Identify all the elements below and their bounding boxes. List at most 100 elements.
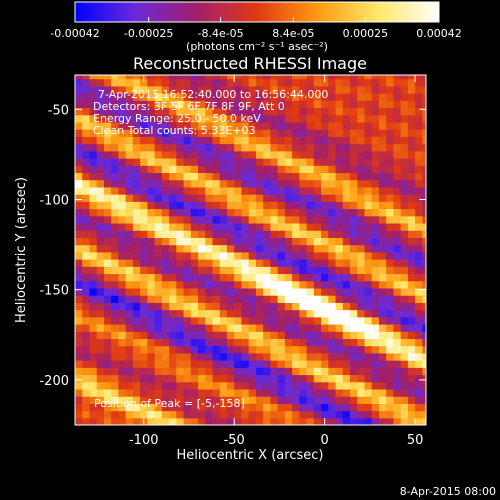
heatmap-cell <box>198 107 206 116</box>
heatmap-cell <box>393 194 402 202</box>
heatmap-cell <box>198 157 206 166</box>
heatmap-cell <box>415 100 423 109</box>
heatmap-cell <box>357 266 366 275</box>
heatmap-cell <box>176 93 185 101</box>
heatmap-cell <box>226 179 235 188</box>
heatmap-cell <box>103 208 112 217</box>
heatmap-cell <box>328 388 337 397</box>
heatmap-cell <box>82 331 91 340</box>
heatmap-cell <box>89 100 98 109</box>
heatmap-cell <box>357 403 366 412</box>
heatmap-cell <box>111 100 120 109</box>
heatmap-cell <box>234 331 243 340</box>
heatmap-cell <box>342 273 351 282</box>
heatmap-cell <box>378 237 387 246</box>
heatmap-cell <box>400 230 409 238</box>
heatmap-cell <box>82 100 91 109</box>
heatmap-cell <box>212 114 221 123</box>
heatmap-cell <box>161 295 170 303</box>
heatmap-cell <box>342 186 351 195</box>
heatmap-cell <box>407 280 416 289</box>
heatmap-cell <box>89 215 98 224</box>
heatmap-cell <box>96 360 105 368</box>
heatmap-cell <box>321 367 329 376</box>
heatmap-cell <box>415 75 423 80</box>
heatmap-cell <box>407 179 416 188</box>
heatmap-cell <box>169 75 177 80</box>
heatmap-cell <box>183 374 192 383</box>
heatmap-cell <box>161 331 170 340</box>
heatmap-cell <box>198 280 206 289</box>
heatmap-cell <box>161 259 170 267</box>
heatmap-cell <box>313 222 322 231</box>
heatmap-cell <box>169 417 177 425</box>
heatmap-cell <box>415 230 423 238</box>
heatmap-cell <box>292 143 300 152</box>
heatmap-cell <box>335 367 344 376</box>
heatmap-cell <box>350 230 358 238</box>
heatmap-cell <box>335 85 344 94</box>
heatmap-cell <box>263 396 271 404</box>
heatmap-cell <box>422 388 426 397</box>
heatmap-cell <box>357 244 366 253</box>
heatmap-cell <box>378 259 387 267</box>
heatmap-cell <box>299 121 308 130</box>
heatmap-cell <box>321 331 329 340</box>
heatmap-cell <box>270 295 279 303</box>
heatmap-cell <box>154 186 163 195</box>
heatmap-cell <box>205 215 214 224</box>
heatmap-cell <box>75 129 83 137</box>
heatmap-cell <box>226 316 235 325</box>
heatmap-cell <box>96 93 105 101</box>
heatmap-cell <box>96 259 105 267</box>
heatmap-cell <box>292 150 300 159</box>
heatmap-cell <box>350 273 358 282</box>
heatmap-cell <box>415 150 423 159</box>
heatmap-cell <box>270 143 279 152</box>
heatmap-cell <box>364 338 373 347</box>
heatmap-cell <box>386 121 395 130</box>
heatmap-cell <box>386 201 395 210</box>
heatmap-cell <box>96 403 105 412</box>
heatmap-cell <box>371 251 380 260</box>
heatmap-cell <box>198 165 206 174</box>
heatmap-cell <box>270 352 279 361</box>
heatmap-cell <box>89 360 98 368</box>
heatmap-cell <box>176 201 185 210</box>
heatmap-cell <box>407 165 416 174</box>
heatmap-cell <box>190 215 199 224</box>
heatmap-cell <box>422 172 426 181</box>
heatmap-cell <box>415 78 423 87</box>
heatmap-cell <box>335 100 344 109</box>
heatmap-cell <box>378 100 387 109</box>
heatmap-cell <box>313 201 322 210</box>
heatmap-cell <box>82 230 91 238</box>
heatmap-cell <box>357 75 366 80</box>
heatmap-cell <box>313 85 322 94</box>
heatmap-cell <box>82 403 91 412</box>
heatmap-cell <box>378 266 387 275</box>
heatmap-cell <box>328 179 337 188</box>
heatmap-cell <box>321 345 329 354</box>
heatmap-cell <box>306 136 315 145</box>
heatmap-cell <box>96 396 105 404</box>
heatmap-cell <box>198 345 206 354</box>
heatmap-cell <box>400 309 409 318</box>
heatmap-cell <box>371 360 380 368</box>
heatmap-cell <box>350 136 358 145</box>
heatmap-cell <box>219 266 228 275</box>
heatmap-cell <box>103 129 112 137</box>
heatmap-cell <box>125 172 134 181</box>
heatmap-cell <box>321 172 329 181</box>
heatmap-cell <box>263 136 271 145</box>
heatmap-cell <box>350 114 358 123</box>
heatmap-cell <box>270 410 279 419</box>
heatmap-cell <box>328 280 337 289</box>
heatmap-cell <box>140 331 148 340</box>
heatmap-cell <box>190 186 199 195</box>
heatmap-cell <box>371 338 380 347</box>
heatmap-cell <box>205 259 214 267</box>
heatmap-cell <box>111 85 120 94</box>
heatmap-cell <box>161 85 170 94</box>
heatmap-cell <box>132 331 141 340</box>
